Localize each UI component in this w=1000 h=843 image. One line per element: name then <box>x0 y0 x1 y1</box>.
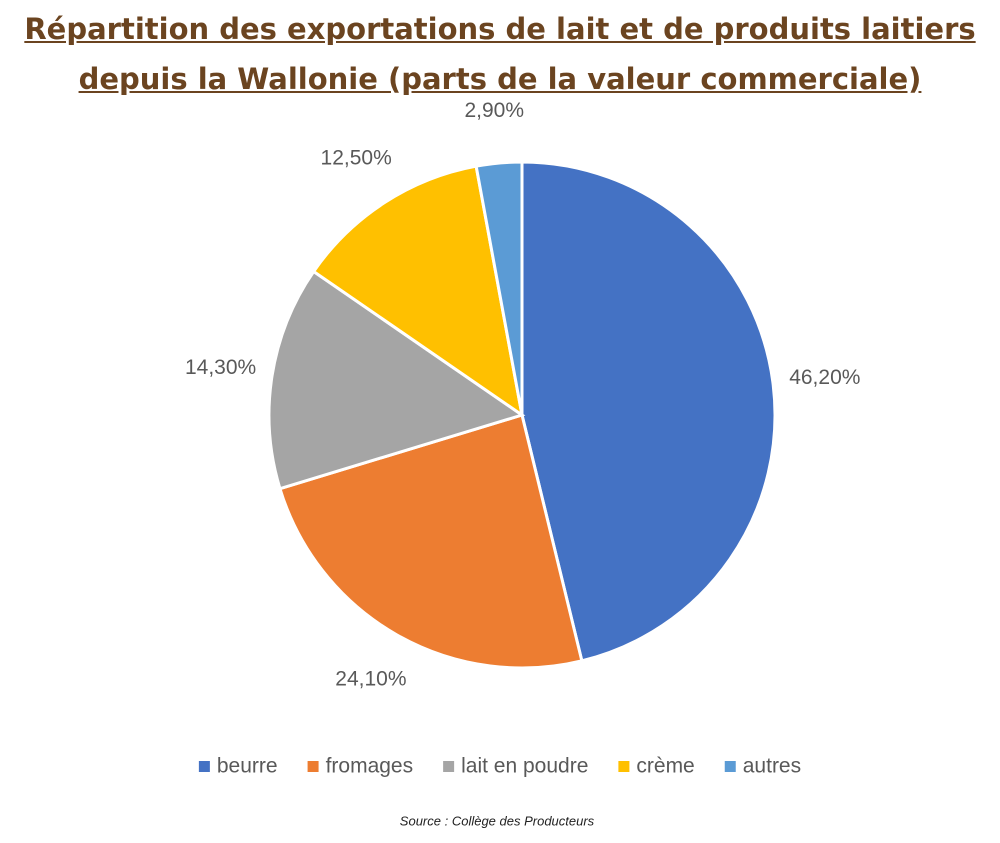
chart-title: Répartition des exportations de lait et … <box>24 12 976 96</box>
data-label: 12,50% <box>321 147 392 170</box>
legend-label: fromages <box>326 755 414 778</box>
pie-slice <box>311 164 525 419</box>
pie-slice <box>474 160 524 416</box>
source: Source : Collège des Producteurs <box>400 813 595 828</box>
legend-label: beurre <box>217 755 278 778</box>
legend-label: lait en poudre <box>461 755 588 778</box>
data-label: 14,30% <box>185 356 256 379</box>
legend-swatch <box>198 761 210 772</box>
data-label: 2,90% <box>464 99 524 122</box>
data-label: 46,20% <box>789 366 860 389</box>
legend-swatch <box>307 761 319 772</box>
legend-swatch <box>443 761 455 772</box>
pie-slice <box>267 269 526 491</box>
legend-label: crème <box>636 755 694 778</box>
data-label: 24,10% <box>335 667 406 690</box>
legend-swatch <box>618 761 630 772</box>
pie-slice <box>520 160 777 663</box>
pie-slice <box>278 413 584 670</box>
legend-swatch <box>724 761 736 772</box>
legend-label: autres <box>743 755 801 778</box>
